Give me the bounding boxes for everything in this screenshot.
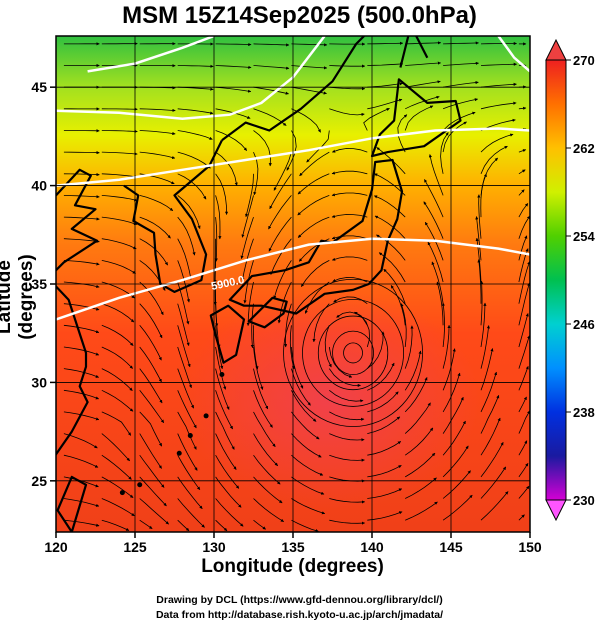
colorbar-bottom-arrow [545,499,567,522]
coastlines [56,36,462,532]
colorbar-tick-label: 254 [573,229,595,244]
colorbar-tick-label: 246 [573,317,595,332]
x-tick-label: 120 [44,539,68,555]
y-axis-ticks: 25 30 35 40 45 [31,79,56,489]
x-tick-label: 125 [123,539,147,555]
chart-title: MSM 15Z14Sep2025 (500.0hPa) [122,2,477,29]
x-axis-label: Longitude (degrees) [201,556,384,577]
x-tick-label: 140 [360,539,384,555]
credit-data: Data from http://database.rish.kyoto-u.a… [155,609,444,621]
x-tick-label: 145 [439,539,463,555]
colorbar-tick-label: 230 [573,493,595,508]
y-tick-label: 40 [31,178,47,194]
y-tick-label: 25 [31,473,47,489]
colorbar-tick-label: 238 [573,405,595,420]
credit-drawing: Drawing by DCL (https://www.gfd-dennou.o… [156,594,443,606]
colorbar-top-arrow [545,38,567,61]
height-contours [56,36,530,321]
y-tick-label: 45 [31,79,47,95]
weather-map: 5900.0 120 125 130 135 140 145 150 2530354045 … [31,35,595,555]
grid-lines [56,36,530,532]
x-tick-label: 130 [202,539,226,555]
x-axis-ticks: 120 125 130 135 140 145 150 [44,532,542,555]
y-tick-label: 35 [31,276,47,292]
y-tick-label: 30 [31,374,47,390]
x-tick-label: 135 [281,539,305,555]
x-tick-label: 150 [518,539,542,555]
colorbar-tick-label: 270 [573,53,595,68]
warm-core [180,290,480,510]
colorbar: 230 238 246 254 262 270 [545,38,595,522]
colorbar-tick-label: 262 [573,141,595,156]
